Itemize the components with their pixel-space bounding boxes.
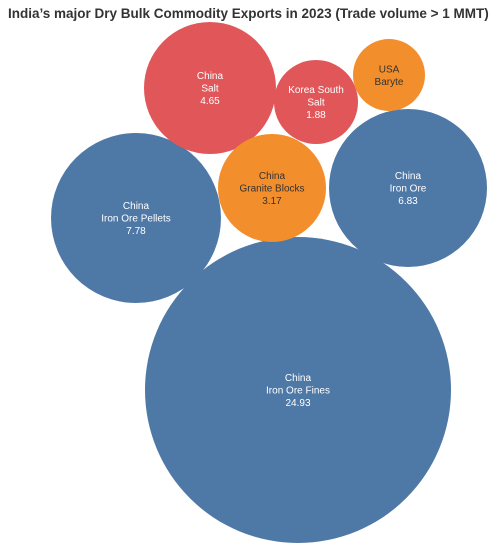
bubble-2-commodity-label: Iron Ore Pellets [101,214,170,225]
bubble-5-commodity-label: Granite Blocks [239,184,304,195]
bubble-7-commodity-label: Baryte [375,77,404,88]
bubble-4-country-label: China [197,71,224,82]
bubble-3-country-label: China [395,171,422,182]
bubble-5[interactable] [218,134,326,242]
bubble-1-value-label: 24.93 [285,398,310,409]
bubble-1-country-label: China [285,373,312,384]
bubble-6-commodity-label: Salt [307,98,324,109]
bubble-2-value-label: 7.78 [126,226,146,237]
bubble-4[interactable] [144,22,276,154]
bubble-7-country-label: USA [379,64,400,75]
bubble-5-value-label: 3.17 [262,196,282,207]
bubble-7[interactable] [353,39,425,111]
bubble-6[interactable] [274,60,358,144]
bubble-1-commodity-label: Iron Ore Fines [266,386,330,397]
bubble-4-commodity-label: Salt [201,84,218,95]
bubble-6-country-label: Korea South [288,85,344,96]
chart-title: India’s major Dry Bulk Commodity Exports… [8,6,489,21]
bubble-6-value-label: 1.88 [306,110,326,121]
bubble-3-commodity-label: Iron Ore [390,184,427,195]
bubble-5-country-label: China [259,171,286,182]
bubble-1[interactable] [145,237,451,543]
bubble-2-country-label: China [123,201,150,212]
bubble-3[interactable] [329,109,487,267]
bubble-4-value-label: 4.65 [200,96,220,107]
bubble-2[interactable] [51,133,221,303]
bubble-3-value-label: 6.83 [398,196,418,207]
